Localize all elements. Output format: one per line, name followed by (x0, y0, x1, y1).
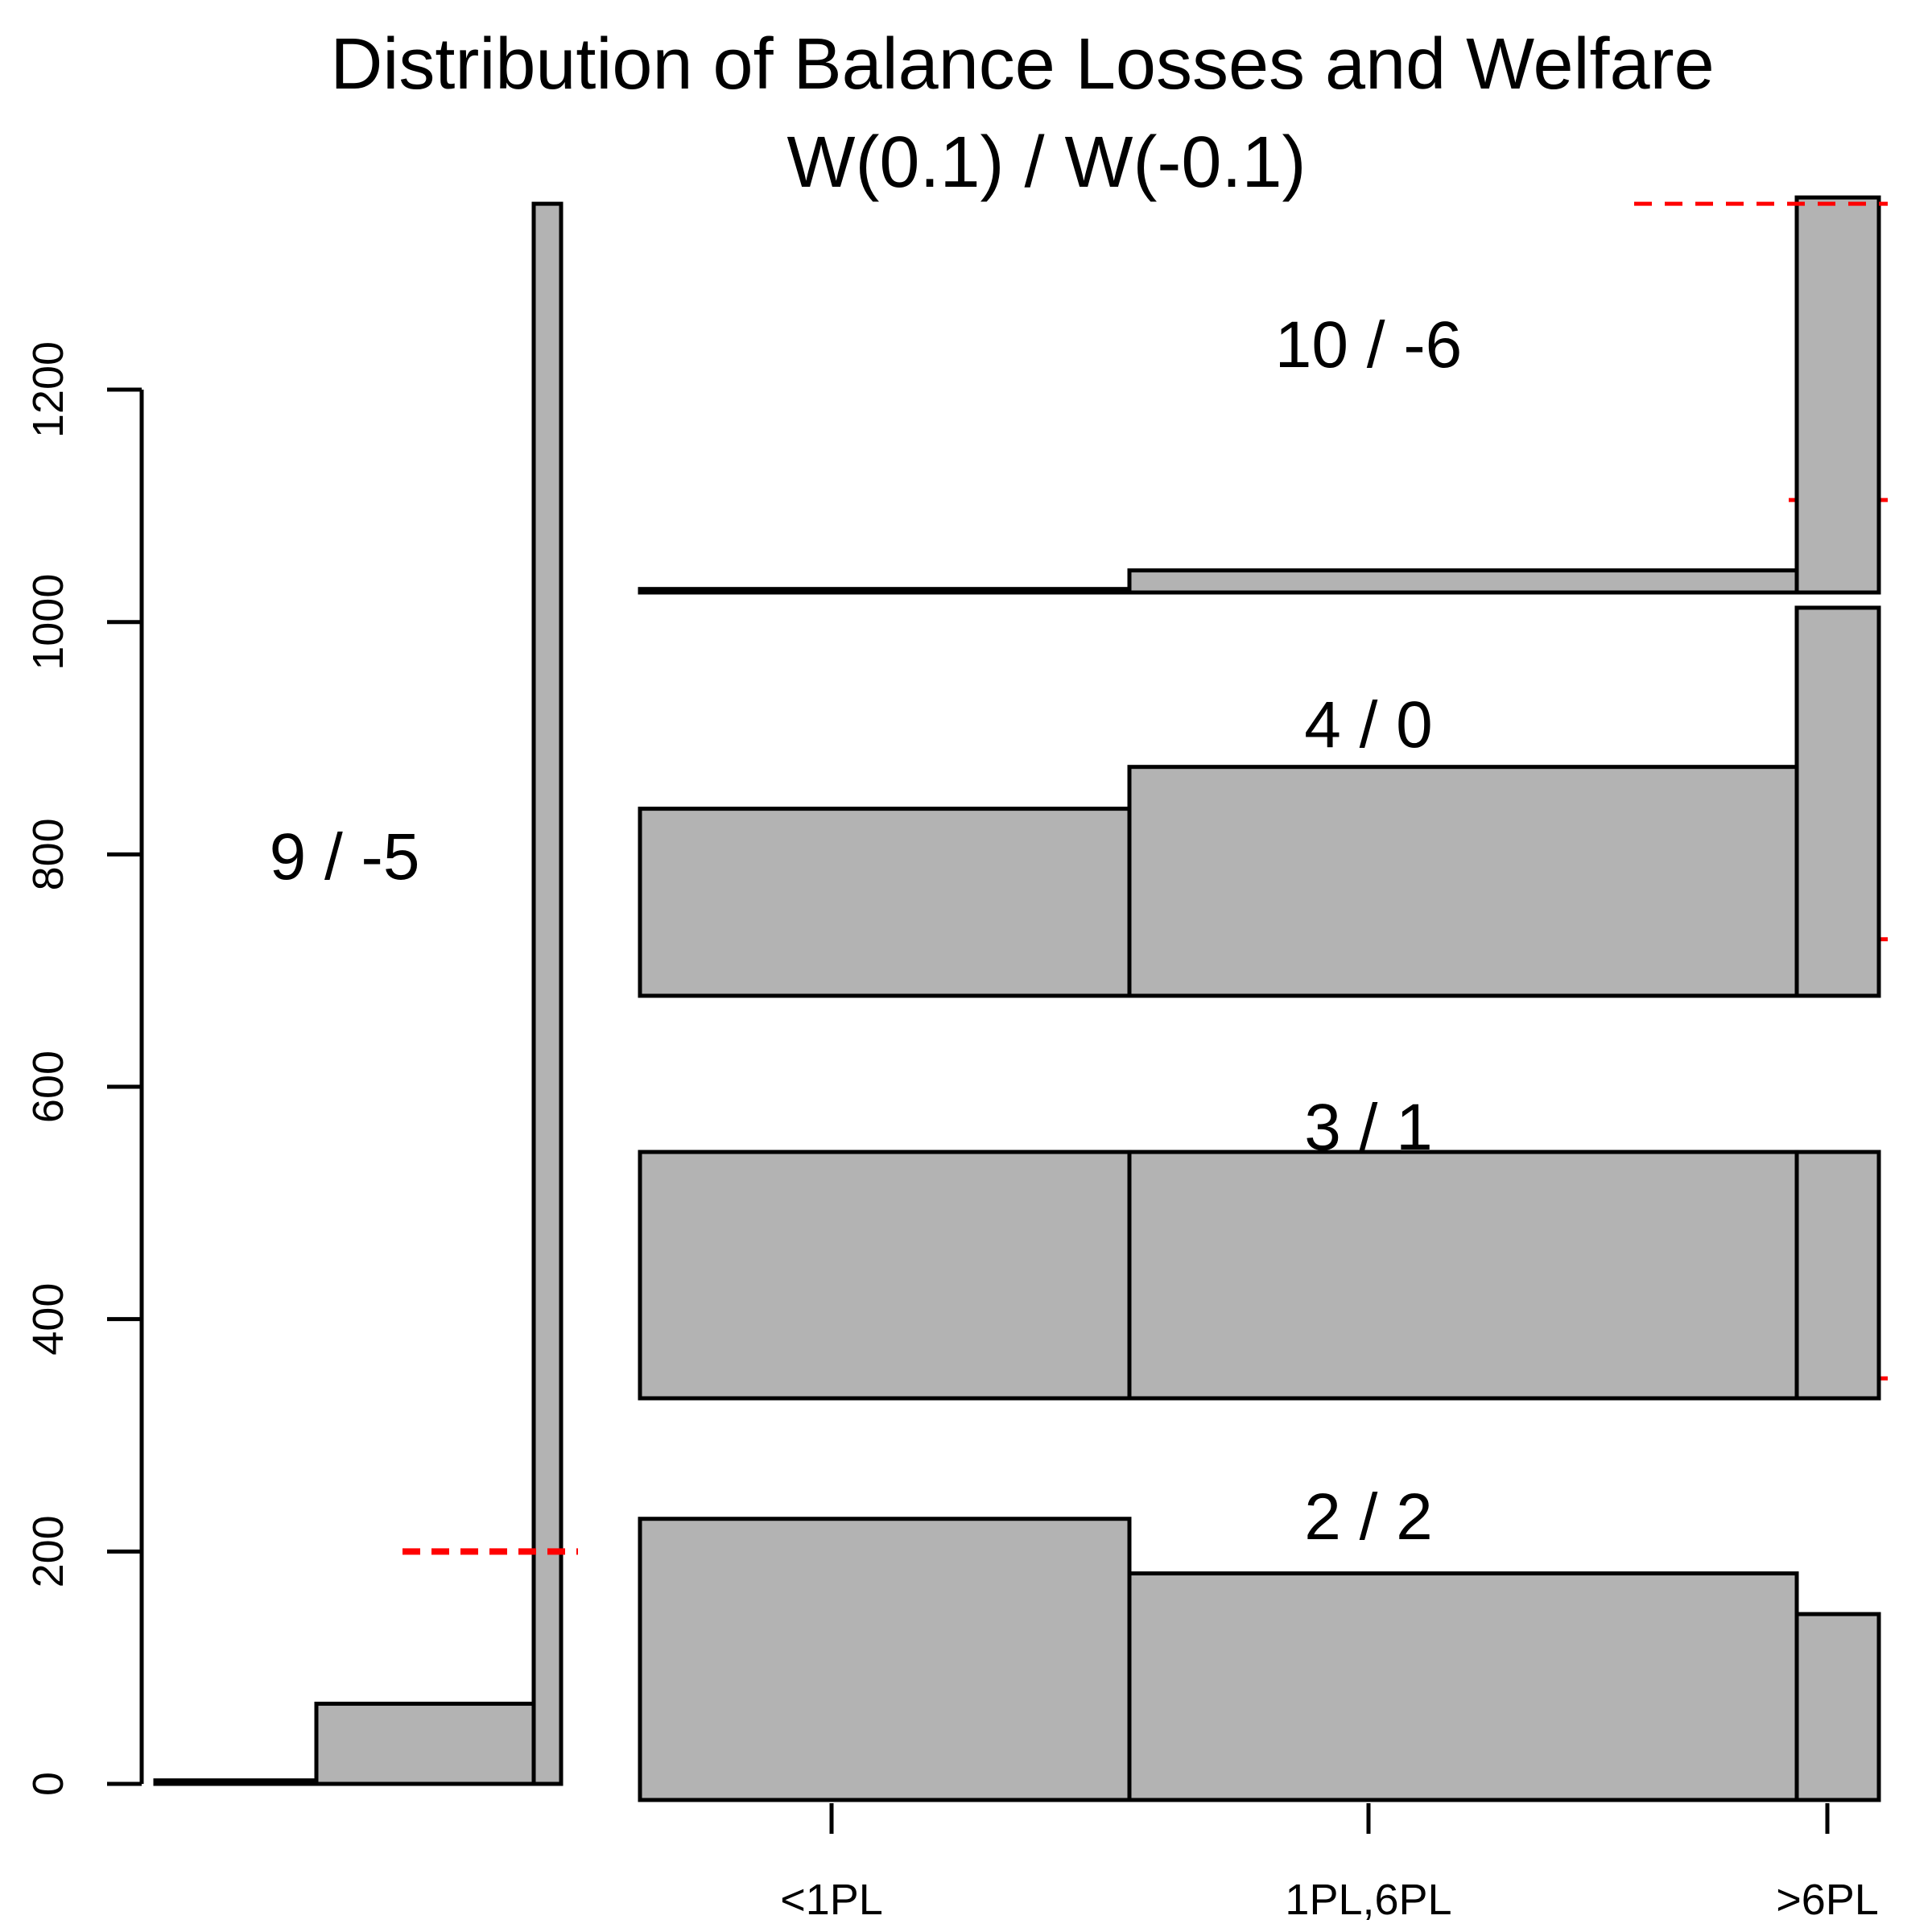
x-tick-label: <1PL (780, 1876, 883, 1924)
y-tick-label: 1200 (24, 341, 72, 438)
panel-left: 9 / -5 (153, 201, 578, 1786)
panel-1: 2 / 2 (638, 1376, 1888, 1802)
panel-2: 3 / 1 (638, 937, 1888, 1401)
bar (1794, 1150, 1881, 1401)
bar (638, 1150, 1132, 1401)
panel-label: 2 / 2 (1304, 1480, 1433, 1554)
y-tick-label: 800 (24, 818, 72, 890)
panel-4: 10 / -6 (638, 195, 1888, 595)
panel-label: 3 / 1 (1304, 1091, 1433, 1164)
y-tick-label: 0 (24, 1772, 72, 1796)
bar (153, 1778, 319, 1786)
bar (638, 587, 1132, 595)
bar (638, 807, 1132, 998)
bar (1127, 568, 1799, 595)
bar (1794, 605, 1881, 998)
x-tick-label: >6PL (1776, 1876, 1879, 1924)
x-axis: <1PL 1PL,6PL >6PL (780, 1803, 1879, 1924)
bar (1794, 1612, 1881, 1802)
y-tick-label: 200 (24, 1515, 72, 1587)
bar (1127, 1571, 1799, 1802)
panel-label: 4 / 0 (1304, 688, 1433, 762)
chart-subtitle: W(0.1) / W(-0.1) (787, 122, 1307, 203)
bar (1794, 195, 1881, 595)
panel-label: 9 / -5 (270, 820, 420, 894)
y-tick-label: 600 (24, 1051, 72, 1123)
y-tick-label: 400 (24, 1283, 72, 1356)
bar (1127, 1150, 1799, 1401)
bar (638, 1517, 1132, 1802)
y-tick-label: 1000 (24, 574, 72, 671)
bar (314, 1701, 536, 1786)
y-axis: 0 200 400 600 800 1000 1200 (24, 341, 144, 1796)
bar (531, 201, 564, 1786)
panel-label: 10 / -6 (1275, 308, 1462, 382)
bar (1127, 765, 1799, 998)
chart-title: Distribution of Balance Losses and Welfa… (330, 24, 1714, 105)
x-tick-label: 1PL,6PL (1285, 1876, 1451, 1924)
panels: 9 / -5 2 / 2 3 / 1 4 / 0 10 / -6 (153, 195, 1888, 1802)
